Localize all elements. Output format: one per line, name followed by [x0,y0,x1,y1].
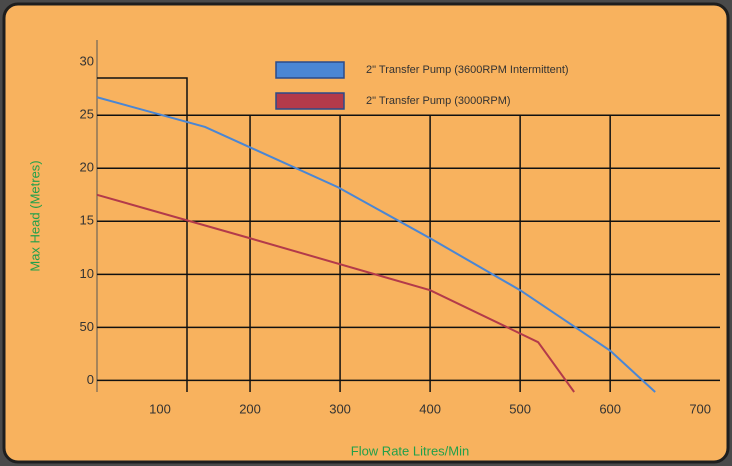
x-tick-label: 300 [329,401,351,416]
x-tick-label: 200 [239,401,261,416]
y-tick-label: 50 [80,319,94,334]
x-tick-label: 500 [509,401,531,416]
y-tick-label: 15 [80,213,94,228]
y-tick-label: 20 [80,160,94,175]
x-tick-label: 100 [149,401,171,416]
x-tick-label: 400 [419,401,441,416]
x-tick-label: 600 [599,401,621,416]
legend-label: 2" Transfer Pump (3600RPM Intermittent) [366,64,569,76]
x-tick-label: 700 [689,401,711,416]
legend-label: 2" Transfer Pump (3000RPM) [366,95,511,107]
y-tick-label: 30 [80,54,94,69]
y-tick-label: 10 [80,266,94,281]
y-tick-label: 0 [87,372,94,387]
legend-swatch [275,92,345,110]
y-axis-title: Max Head (Metres) [27,160,42,271]
legend-swatch [275,61,345,79]
x-axis-title: Flow Rate Litres/Min [351,443,469,458]
grid [96,40,720,392]
y-tick-label: 25 [80,107,94,122]
frame-line [97,77,188,392]
series-line [96,96,656,393]
series-line [96,193,575,393]
